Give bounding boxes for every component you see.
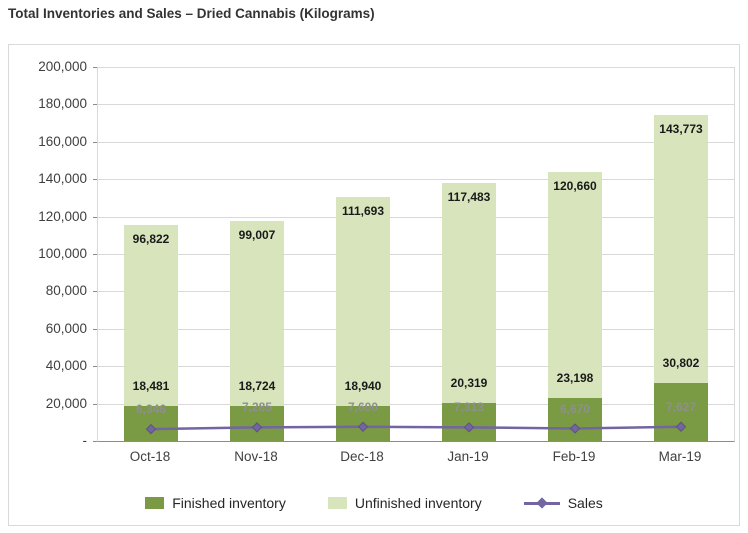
- sales-label: 7,627: [665, 399, 697, 414]
- sales-marker-icon: [251, 422, 263, 433]
- y-tick-label: 60,000: [45, 320, 87, 336]
- y-tick-label: 80,000: [45, 283, 87, 299]
- grid-line: [98, 403, 734, 405]
- finished-inventory-label: 18,940: [344, 378, 382, 393]
- grid-line: [98, 254, 734, 255]
- sales-marker-icon: [569, 423, 581, 434]
- y-tick-mark: [93, 403, 97, 405]
- finished-inventory-label: 23,198: [556, 370, 594, 385]
- grid-line: [98, 104, 734, 106]
- grid-line: [98, 67, 734, 68]
- y-tick-mark: [93, 328, 97, 330]
- finished-inventory-label: 18,481: [132, 379, 170, 394]
- x-tick-label: Oct-18: [129, 449, 171, 464]
- grid-line: [98, 328, 734, 330]
- sales-line: [145, 421, 687, 435]
- unfinished-inventory-label: 111,693: [341, 203, 385, 218]
- legend-label: Unfinished inventory: [354, 495, 482, 511]
- y-tick-mark: [93, 441, 97, 442]
- y-tick-mark: [93, 141, 97, 143]
- y-tick-label: 120,000: [38, 208, 87, 224]
- y-tick-label: 20,000: [45, 395, 87, 411]
- y-tick-mark: [93, 104, 97, 106]
- unfinished-inventory-label: 117,483: [447, 190, 491, 205]
- y-tick-label: -: [82, 433, 88, 448]
- grid-line: [98, 216, 734, 218]
- sales-label: 7,285: [241, 400, 273, 415]
- grid-line: [98, 179, 734, 181]
- grid-line: [98, 141, 734, 143]
- bar-finished-segment: [124, 406, 178, 441]
- bar-unfinished-segment: [124, 225, 178, 441]
- legend-swatch-icon: [145, 497, 165, 509]
- chart-title: Total Inventories and Sales – Dried Cann…: [8, 6, 375, 21]
- grid-line: [98, 366, 734, 368]
- unfinished-inventory-label: 120,660: [553, 178, 597, 193]
- y-tick-mark: [93, 366, 97, 368]
- plot-area: 96,822 18,481 6,346 99,007 18,724 7,285 111,69…: [97, 67, 735, 442]
- sales-label: 7,313: [453, 400, 485, 415]
- bar-unfinished-segment: [548, 172, 602, 441]
- finished-inventory-label: 18,724: [238, 378, 276, 393]
- legend-swatch-icon: [327, 497, 347, 509]
- x-tick-label: Nov-18: [234, 449, 278, 464]
- bar-unfinished-segment: [230, 220, 284, 441]
- x-tick-label: Dec-18: [340, 449, 384, 464]
- finished-inventory-label: 30,802: [662, 356, 700, 371]
- legend: Finished inventory Unfinished inventory Sa…: [9, 495, 739, 511]
- legend-line-icon: [523, 497, 560, 509]
- y-tick-mark: [93, 179, 97, 181]
- unfinished-inventory-label: 96,822: [132, 232, 170, 247]
- y-tick-label: 100,000: [38, 246, 87, 261]
- legend-item-sales: Sales: [523, 495, 603, 511]
- sales-label: 7,600: [347, 399, 379, 414]
- sales-marker-icon: [357, 421, 369, 432]
- legend-label: Finished inventory: [172, 495, 286, 511]
- x-tick-label: Mar-19: [658, 449, 702, 464]
- x-tick-label: Feb-19: [552, 449, 596, 464]
- x-tick-label: Jan-19: [447, 449, 489, 464]
- sales-marker-icon: [675, 421, 687, 432]
- bar-unfinished-segment: [442, 183, 496, 441]
- y-tick-mark: [93, 254, 97, 255]
- sales-marker-icon: [463, 422, 475, 433]
- sales-label: 6,670: [559, 401, 591, 416]
- x-axis-labels: Oct-18 Nov-18 Dec-18 Jan-19 Feb-19 Mar-19: [97, 449, 733, 469]
- y-tick-mark: [93, 216, 97, 218]
- y-tick-label: 40,000: [45, 358, 87, 374]
- grid-line: [98, 291, 734, 293]
- chart-box: - 20,000 40,000 60,000 80,000 100,000 120,000 1…: [8, 44, 740, 526]
- bar-finished-segment: [442, 403, 496, 441]
- finished-inventory-label: 20,319: [450, 376, 488, 390]
- y-tick-mark: [93, 67, 97, 68]
- legend-item-unfinished-inventory: Unfinished inventory: [327, 495, 482, 511]
- unfinished-inventory-label: 99,007: [238, 227, 276, 242]
- y-tick-label: 180,000: [38, 96, 87, 112]
- legend-item-finished-inventory: Finished inventory: [145, 495, 286, 511]
- legend-label: Sales: [567, 495, 603, 511]
- y-tick-label: 140,000: [38, 171, 87, 187]
- y-axis: - 20,000 40,000 60,000 80,000 100,000 120,000 1…: [9, 45, 101, 525]
- sales-label: 6,346: [135, 402, 167, 417]
- bar-finished-segment: [548, 397, 602, 441]
- y-tick-label: 160,000: [38, 133, 87, 149]
- y-tick-mark: [93, 291, 97, 293]
- unfinished-inventory-label: 143,773: [659, 121, 703, 136]
- legend-diamond-icon: [536, 497, 548, 509]
- bar-unfinished-segment: [336, 196, 390, 441]
- y-tick-label: 200,000: [38, 59, 87, 74]
- sales-marker-icon: [145, 423, 157, 435]
